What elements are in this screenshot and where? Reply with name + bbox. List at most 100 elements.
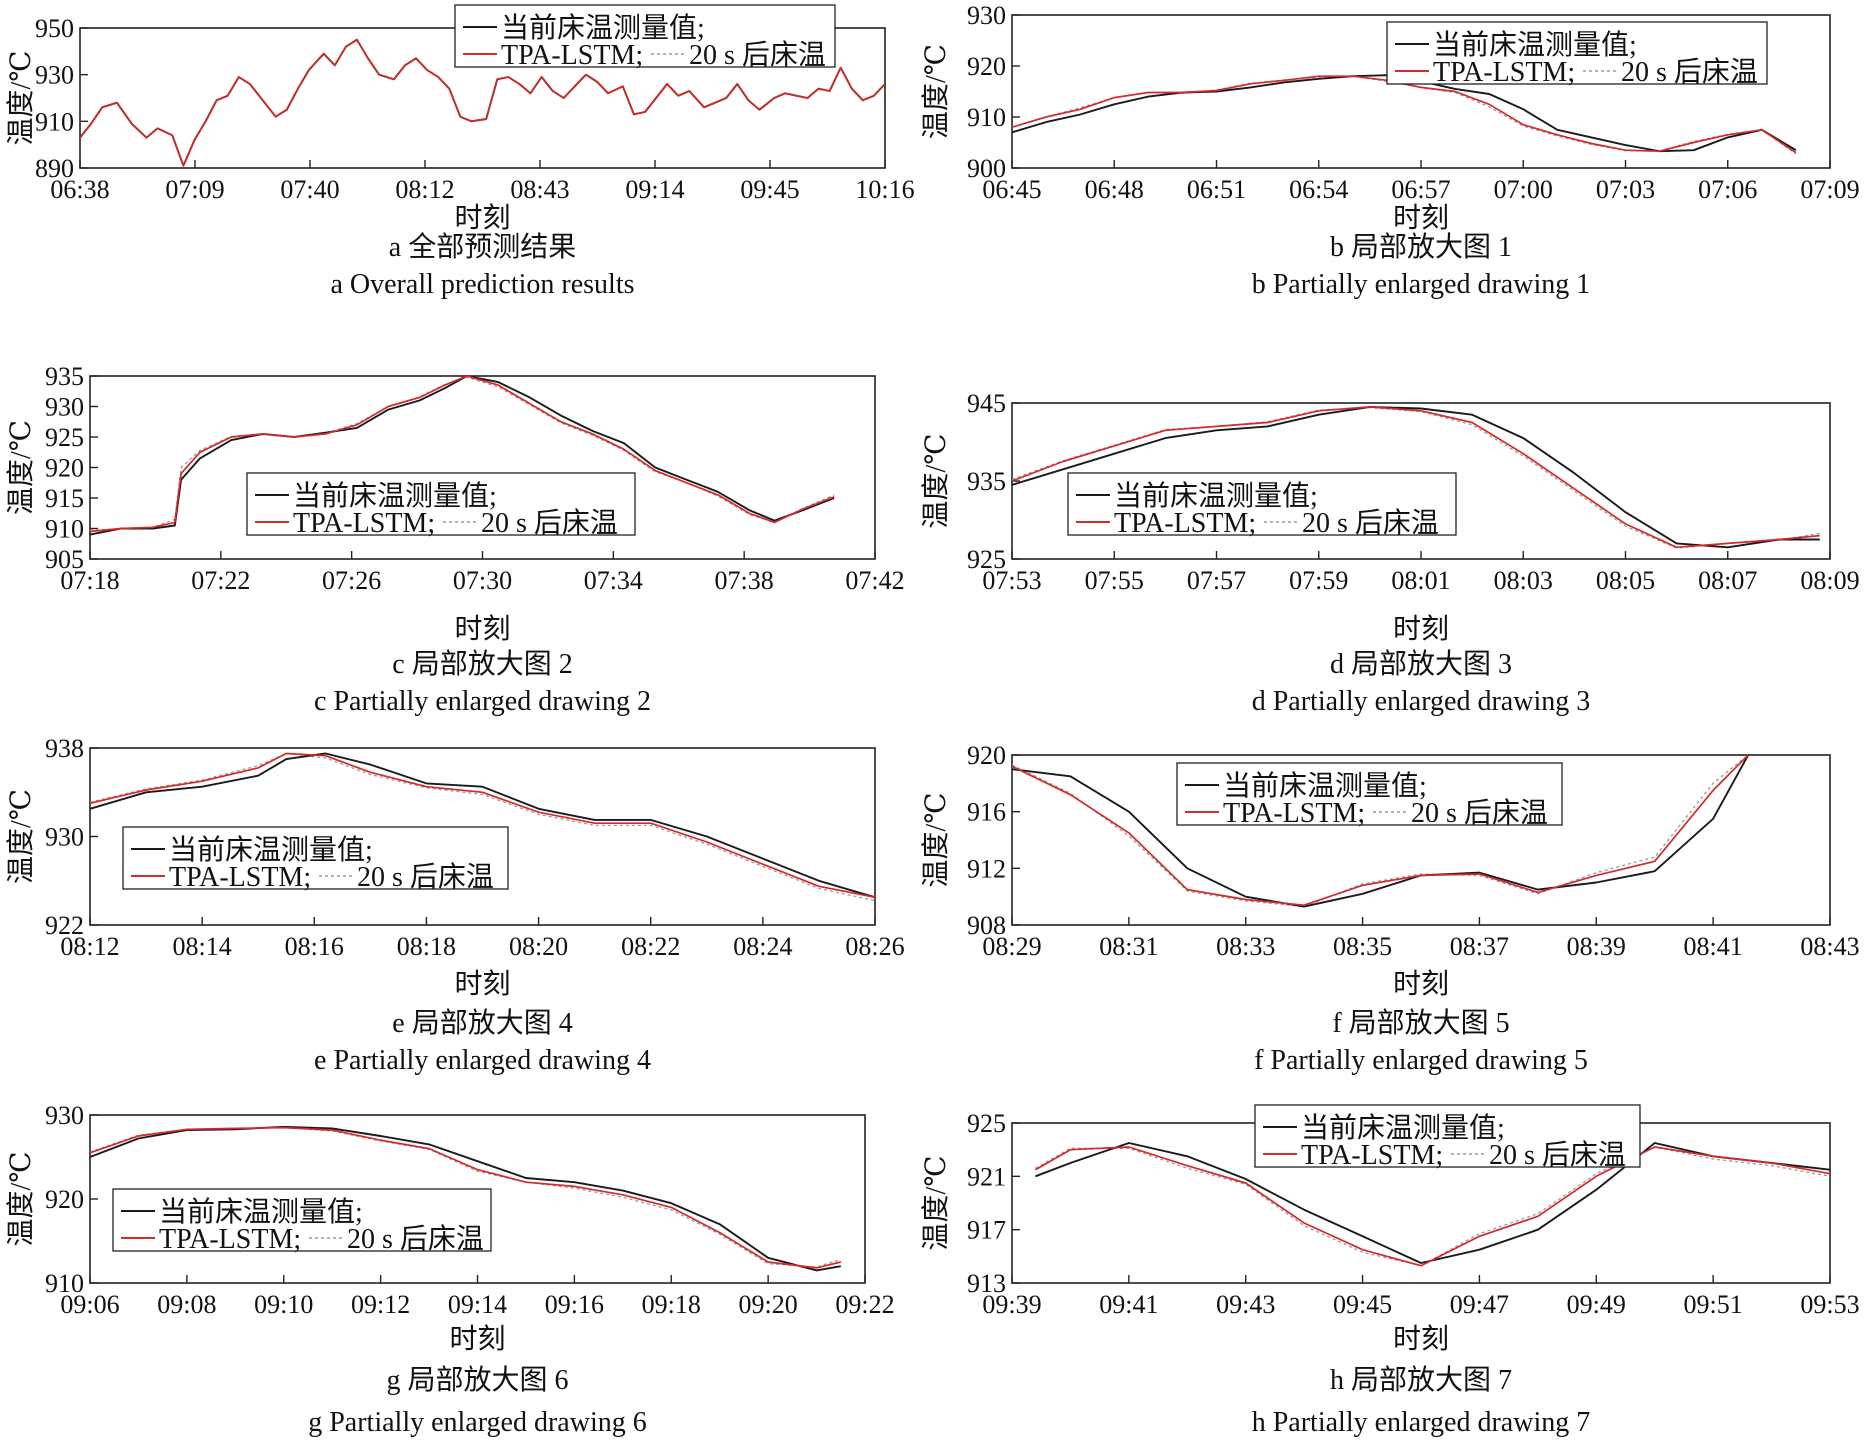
y-tick-label: 950 [35,14,74,43]
y-axis-label: 温度/℃ [5,50,37,145]
legend-label-tpa-lstm: TPA-LSTM; [1433,57,1575,88]
caption-en: g Partially enlarged drawing 6 [308,1407,647,1438]
y-axis-label: 温度/℃ [5,1151,37,1246]
caption-cn: e 局部放大图 4 [392,1007,572,1039]
caption-en: c Partially enlarged drawing 2 [314,686,651,717]
y-axis-label: 温度/℃ [5,420,37,515]
legend-label-measured: 当前床温测量值; [169,834,373,866]
x-tick-label: 08:12 [395,175,454,204]
y-tick-label: 945 [967,389,1006,418]
y-tick-label: 930 [45,1101,84,1130]
y-tick-label: 925 [45,423,84,452]
panel-h: 913 917 921 925 09:39 09:41 09:43 09:45 09:47 09:… [920,1104,1860,1438]
y-tick-label: 921 [967,1162,1006,1191]
y-tick-label: 930 [45,393,84,422]
series-tpa-lstm-line [90,752,875,899]
legend-box [1254,1104,1641,1168]
x-tick-label: 09:43 [1216,1290,1275,1319]
series-tpa-lstm-line [80,38,885,167]
x-tick-label: 08:18 [397,932,456,961]
x-tick-label: 09:14 [448,1290,507,1319]
series-group [1012,755,1750,908]
x-tick-label: 08:16 [285,932,344,961]
legend-label-future: 20 s 后床温 [689,39,826,71]
x-tick-label: 06:54 [1289,175,1348,204]
x-tick-label: 08:03 [1494,566,1553,595]
x-tick-label: 09:18 [642,1290,701,1319]
x-tick-label: 08:05 [1596,566,1655,595]
legend: 当前床温测量值;TPA-LSTM; 20 s 后床温 [112,1188,492,1255]
x-tick-label: 07:42 [845,566,904,595]
legend-label-future: 20 s 后床温 [357,861,494,893]
legend-label-future: 20 s 后床温 [1302,507,1439,539]
legend: 当前床温测量值;TPA-LSTM; 20 s 后床温 [1067,472,1457,539]
x-axis-label: 时刻 [454,613,510,645]
x-tick-label: 08:37 [1450,932,1509,961]
panel-d: 925 935 945 07:53 07:55 07:57 07:59 08:01 08:03 0… [920,389,1860,717]
x-axis-label: 时刻 [454,968,510,1000]
x-tick-label: 07:53 [982,566,1041,595]
y-tick-label: 905 [45,545,84,574]
y-tick-label: 916 [967,798,1006,827]
x-tick-label: 07:09 [1800,175,1859,204]
legend-box [1386,21,1768,85]
caption-cn: a 全部预测结果 [389,231,576,263]
panel-f: 908 912 916 920 08:29 08:31 08:33 08:35 08:37 08:… [920,741,1860,1076]
x-tick-label: 06:48 [1085,175,1144,204]
caption-en: f Partially enlarged drawing 5 [1254,1045,1588,1076]
legend: 当前床温测量值;TPA-LSTM; 20 s 后床温 [122,826,509,893]
x-axis-label: 时刻 [1393,968,1449,1000]
caption-en: b Partially enlarged drawing 1 [1252,269,1591,300]
series-future-line [1012,755,1749,908]
y-tick-label: 930 [45,823,84,852]
y-tick-label: 930 [35,61,74,90]
series-tpa-lstm-line [1034,1146,1830,1267]
x-tick-label: 09:16 [545,1290,604,1319]
x-tick-label: 08:33 [1216,932,1275,961]
caption-cn: g 局部放大图 6 [386,1364,568,1396]
x-tick-label: 09:39 [982,1290,1041,1319]
y-tick-label: 912 [967,854,1006,883]
legend-label-measured: 当前床温测量值; [1433,29,1637,61]
x-tick-label: 09:53 [1800,1290,1859,1319]
legend: 当前床温测量值;TPA-LSTM; 20 s 后床温 [1176,762,1563,829]
plot-frame [1011,754,1831,926]
x-tick-label: 08:43 [510,175,569,204]
series-future-line [90,752,875,902]
legend-box [112,1188,492,1252]
y-tick-label: 938 [45,734,84,763]
x-tick-label: 06:51 [1187,175,1246,204]
x-tick-label: 07:22 [191,566,250,595]
x-tick-label: 09:41 [1099,1290,1158,1319]
x-tick-label: 08:24 [733,932,792,961]
y-tick-label: 930 [967,1,1006,30]
caption-cn: c 局部放大图 2 [392,648,572,680]
legend-label-measured: 当前床温测量值; [1223,770,1427,802]
x-tick-label: 10:16 [855,175,914,204]
y-axis-label: 温度/℃ [920,44,952,139]
legend-label-future: 20 s 后床温 [1489,1139,1626,1171]
x-axis-label: 时刻 [449,1323,505,1355]
y-tick-label: 910 [45,1269,84,1298]
y-tick-label: 890 [35,154,74,183]
caption-en: d Partially enlarged drawing 3 [1252,686,1591,717]
legend-box [1067,472,1457,536]
series-tpa-lstm-line [90,376,835,533]
caption-cn: b 局部放大图 1 [1330,231,1512,263]
legend: 当前床温测量值;TPA-LSTM; 20 s 后床温 [454,4,836,71]
x-tick-label: 09:45 [740,175,799,204]
series-tpa-lstm-line [1012,755,1749,907]
x-tick-label: 08:29 [982,932,1041,961]
x-tick-label: 08:22 [621,932,680,961]
x-tick-label: 09:51 [1684,1290,1743,1319]
panel-b: 900 910 920 930 06:45 06:48 06:51 06:54 06:57 07:… [920,1,1860,300]
x-tick-label: 09:20 [739,1290,798,1319]
x-tick-label: 08:35 [1333,932,1392,961]
x-tick-label: 08:39 [1567,932,1626,961]
panel-a: 890 910 930 950 06:38 07:09 07:40 08:12 08:43 09:… [5,4,915,300]
y-tick-label: 920 [45,1185,84,1214]
legend-label-future: 20 s 后床温 [347,1223,484,1255]
legend-label-future: 20 s 后床温 [481,507,618,539]
